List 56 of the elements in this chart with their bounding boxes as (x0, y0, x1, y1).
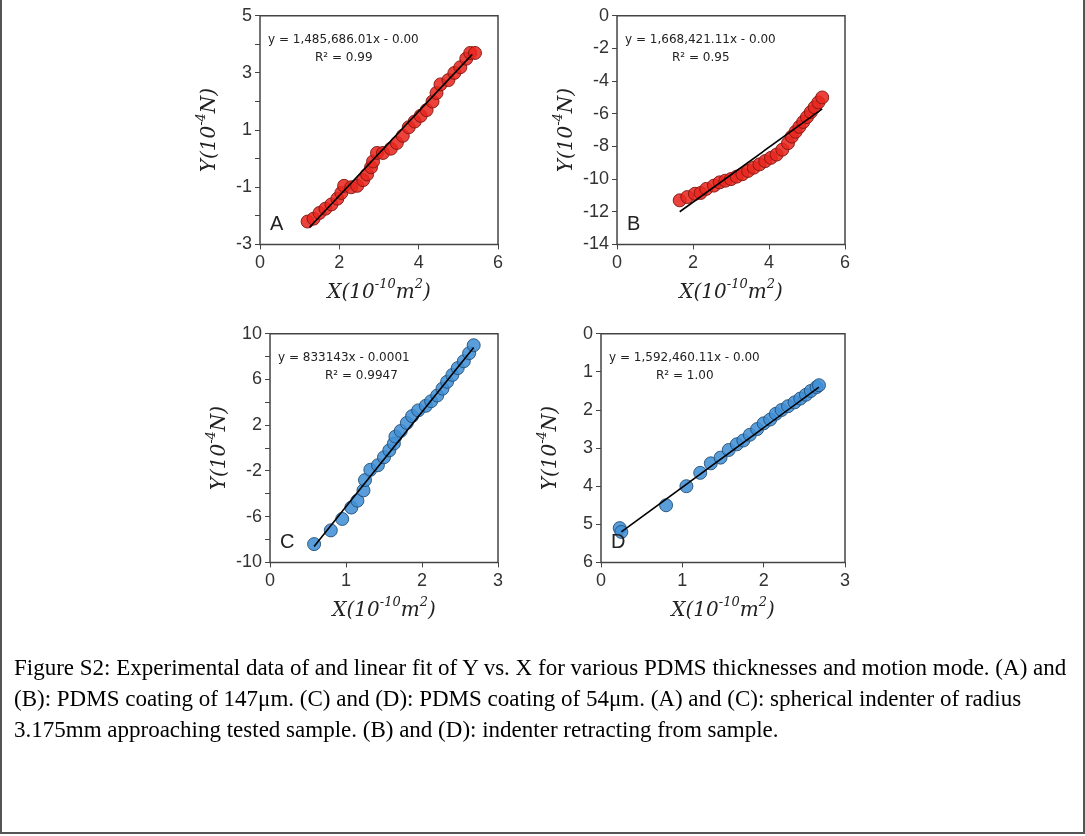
y-tick-label: 10 (241, 322, 263, 343)
x-tick-label: 6 (839, 252, 851, 273)
annotation: C (280, 529, 295, 552)
x-tick-label: 4 (764, 252, 775, 273)
y-tick-label: -2 (593, 37, 610, 58)
annotation: y = 833143x - 0.0001 (278, 349, 410, 364)
x-tick-label: 2 (688, 252, 699, 273)
y-tick-label: -10 (236, 551, 263, 572)
annotation: y = 1,485,686.01x - 0.00 (268, 31, 419, 46)
caption: Figure S2: Experimental data of and linear fit of Y vs. X for various PDMS thicknesses and motion mode. (A) and (B): PDMS coating of 147μm. (C) and (D): PDMS coating of 54μm. (A) and (C): spherical indenter of radius 3.175mm approaching tested sample. (B) and (D): indenter retracting from sample. (14, 654, 1068, 744)
y-tick-label: 0 (583, 322, 594, 343)
y-tick-label: -12 (583, 200, 610, 221)
y-axis-title: Y(10-4N) (203, 405, 231, 491)
x-tick-label: 0 (265, 570, 276, 591)
y-tick-label: 1 (241, 119, 252, 140)
x-tick-label: 6 (492, 252, 504, 273)
annotation: R² = 0.95 (672, 49, 730, 64)
y-tick-label: -6 (593, 102, 610, 123)
y-tick-label: -8 (593, 135, 610, 156)
annotation: R² = 1.00 (656, 367, 714, 382)
y-tick-label: -10 (583, 168, 610, 189)
annotation: B (627, 211, 641, 234)
y-tick-label: 6 (252, 368, 263, 389)
x-tick-label: 2 (758, 570, 769, 591)
x-tick-label: 2 (417, 570, 428, 591)
y-tick-label: 1 (583, 360, 594, 381)
y-tick-label: 6 (583, 551, 594, 572)
annotation: R² = 0.9947 (325, 367, 398, 382)
annotation: A (270, 211, 284, 234)
y-tick-label: 2 (252, 414, 263, 435)
x-tick-label: 4 (413, 252, 424, 273)
y-tick-label: -6 (246, 505, 263, 526)
y-tick-label: 3 (583, 437, 594, 458)
y-tick-label: 5 (583, 513, 594, 534)
x-tick-label: 0 (612, 252, 623, 273)
y-axis-title: Y(10-4N) (193, 87, 221, 173)
y-tick-label: -14 (583, 233, 610, 254)
y-tick-label: 4 (583, 475, 594, 496)
x-tick-label: 3 (492, 570, 504, 591)
y-axis-title: Y(10-4N) (534, 405, 562, 491)
x-tick-label: 3 (839, 570, 851, 591)
y-tick-label: 0 (599, 4, 610, 25)
y-tick-label: -2 (246, 459, 263, 480)
y-tick-label: 5 (241, 4, 252, 25)
x-tick-label: 2 (334, 252, 345, 273)
y-tick-label: -3 (235, 233, 252, 254)
annotation: y = 1,668,421.11x - 0.00 (625, 31, 776, 46)
y-tick-label: -4 (593, 70, 610, 91)
annotation: R² = 0.99 (315, 49, 373, 64)
annotation: y = 1,592,460.11x - 0.00 (609, 349, 760, 364)
y-tick-label: 2 (583, 398, 594, 419)
y-tick-label: 3 (241, 61, 252, 82)
x-tick-label: 1 (341, 570, 352, 591)
y-tick-label: -1 (235, 176, 252, 197)
x-tick-label: 1 (677, 570, 688, 591)
y-axis-title: Y(10-4N) (550, 87, 578, 173)
